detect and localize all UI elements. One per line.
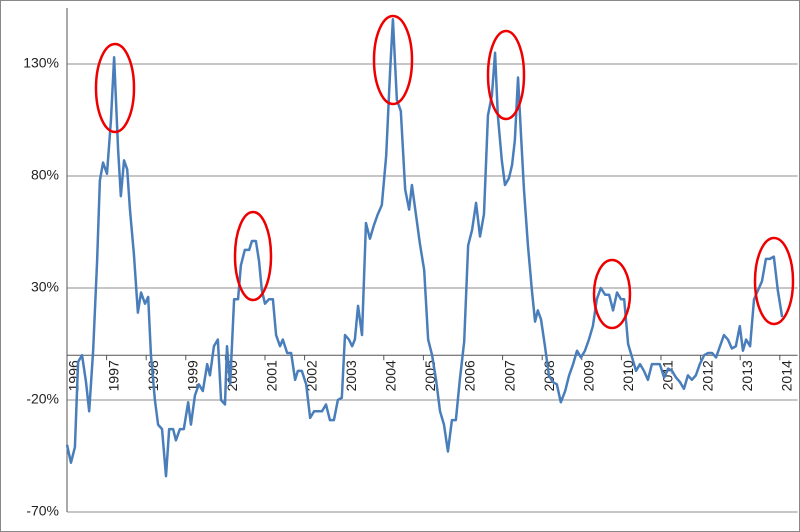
highlight-circle <box>372 14 414 106</box>
y-tick-label: -70% <box>26 503 59 519</box>
x-tick-label: 1997 <box>105 360 121 391</box>
x-tick-label: 2013 <box>739 360 755 391</box>
highlight-circle <box>233 210 273 302</box>
highlight-circle <box>486 29 526 121</box>
x-tick-label: 2006 <box>462 360 478 391</box>
x-tick-label: 2009 <box>580 360 596 391</box>
x-tick-label: 1996 <box>66 360 82 391</box>
y-tick-label: 30% <box>31 279 59 295</box>
annotations <box>94 14 795 330</box>
x-tick-label: 2001 <box>264 360 280 391</box>
highlight-circle <box>94 42 136 134</box>
x-tick-label: 2012 <box>699 360 715 391</box>
x-tick-label: 2011 <box>660 360 676 390</box>
x-tick-label: 2014 <box>778 360 794 391</box>
y-tick-label: 130% <box>23 55 59 71</box>
x-tick-label: 1999 <box>184 360 200 391</box>
highlight-circle <box>753 236 795 326</box>
x-tick-label: 2003 <box>343 360 359 391</box>
x-tick-label: 2007 <box>501 360 517 391</box>
y-tick-label: -20% <box>26 391 59 407</box>
x-tick-label: 2002 <box>303 360 319 391</box>
x-tick-label: 2004 <box>382 360 398 391</box>
highlight-circle <box>592 258 632 330</box>
y-tick-label: 80% <box>31 167 59 183</box>
data-line <box>65 17 784 478</box>
x-tick-label: 2010 <box>620 360 636 391</box>
